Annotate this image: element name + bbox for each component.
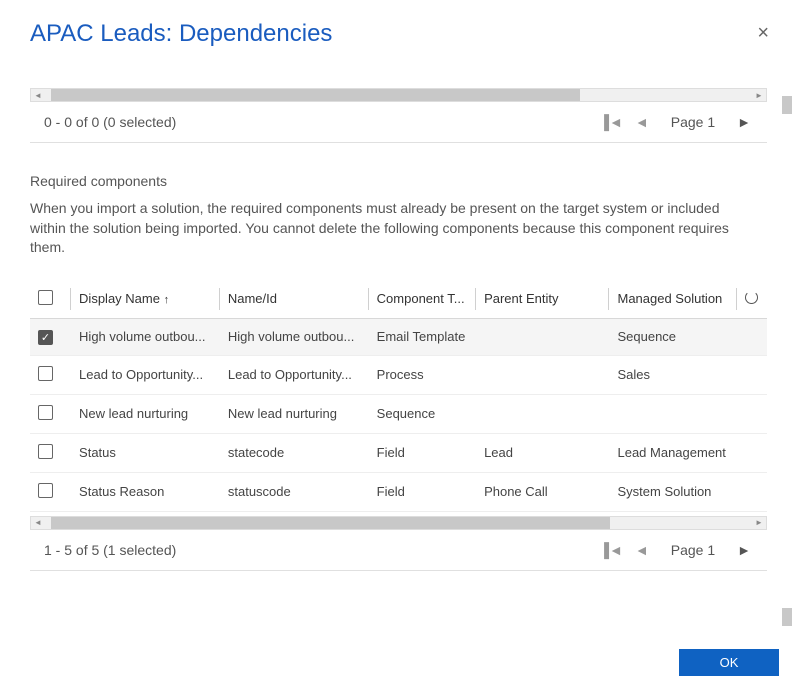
table-row[interactable]: Lead to Opportunity...Lead to Opportunit… (30, 355, 767, 394)
pagination-bar-bottom: 1 - 5 of 5 (1 selected) ▐◄ ◄ Page 1 ► (30, 530, 767, 571)
vertical-thumb-top[interactable] (782, 96, 792, 114)
table-header-row: Display Name ↑ Name/Id Component T... Pa… (30, 280, 767, 319)
first-page-button[interactable]: ▐◄ (597, 542, 625, 558)
scroll-right-icon[interactable]: ► (752, 517, 766, 529)
cell-managed-solution: Sales (609, 355, 737, 394)
cell-parent-entity (476, 355, 609, 394)
required-components-heading: Required components (30, 173, 767, 189)
cell-name-id: Lead to Opportunity... (220, 355, 369, 394)
cell-component-type: Process (369, 355, 476, 394)
scroll-thumb[interactable] (51, 517, 610, 529)
next-page-button[interactable]: ► (735, 114, 753, 130)
refresh-icon[interactable] (745, 291, 758, 304)
cell-parent-entity: Lead (476, 433, 609, 472)
table-row[interactable]: StatusstatecodeFieldLeadLead Management (30, 433, 767, 472)
cell-name-id: statecode (220, 433, 369, 472)
row-checkbox[interactable]: ✓ (38, 330, 53, 345)
bottom-horizontal-scrollbar[interactable]: ◄ ► (30, 516, 767, 530)
required-components-description: When you import a solution, the required… (30, 199, 750, 258)
table-row[interactable]: New lead nurturingNew lead nurturingSequ… (30, 394, 767, 433)
next-page-button[interactable]: ► (735, 542, 753, 558)
cell-empty (737, 433, 767, 472)
cell-managed-solution (609, 394, 737, 433)
prev-page-button[interactable]: ◄ (633, 542, 651, 558)
cell-display-name: High volume outbou... (71, 318, 220, 355)
row-checkbox-cell[interactable] (30, 394, 71, 433)
row-checkbox[interactable] (38, 444, 53, 459)
cell-component-type: Sequence (369, 394, 476, 433)
cell-display-name: Status Reason (71, 472, 220, 511)
record-count-top: 0 - 0 of 0 (0 selected) (44, 114, 176, 130)
row-checkbox-cell[interactable] (30, 433, 71, 472)
cell-empty (737, 394, 767, 433)
sort-asc-icon: ↑ (164, 294, 170, 306)
row-checkbox[interactable] (38, 483, 53, 498)
cell-name-id: New lead nurturing (220, 394, 369, 433)
select-all-header[interactable] (30, 280, 71, 319)
vertical-thumb-bottom[interactable] (782, 608, 792, 626)
dialog-footer: OK (0, 640, 797, 684)
column-managed-solution[interactable]: Managed Solution (609, 280, 737, 319)
cell-managed-solution: Sequence (609, 318, 737, 355)
cell-display-name: Lead to Opportunity... (71, 355, 220, 394)
close-button[interactable]: × (757, 22, 769, 45)
column-component-type[interactable]: Component T... (369, 280, 476, 319)
cell-empty (737, 318, 767, 355)
column-display-name[interactable]: Display Name ↑ (71, 280, 220, 319)
select-all-checkbox[interactable] (38, 290, 53, 305)
pagination-bar-top: 0 - 0 of 0 (0 selected) ▐◄ ◄ Page 1 ► (30, 102, 767, 143)
page-controls-bottom: ▐◄ ◄ Page 1 ► (597, 542, 753, 558)
vertical-scrollbar[interactable] (782, 96, 792, 626)
row-checkbox-cell[interactable]: ✓ (30, 318, 71, 355)
cell-managed-solution: Lead Management (609, 433, 737, 472)
cell-component-type: Email Template (369, 318, 476, 355)
table-row[interactable]: Status ReasonstatuscodeFieldPhone CallSy… (30, 472, 767, 511)
scroll-thumb[interactable] (51, 89, 580, 101)
refresh-column[interactable] (737, 280, 767, 319)
cell-empty (737, 355, 767, 394)
cell-parent-entity (476, 318, 609, 355)
column-name-id[interactable]: Name/Id (220, 280, 369, 319)
row-checkbox-cell[interactable] (30, 472, 71, 511)
top-horizontal-scrollbar[interactable]: ◄ ► (30, 88, 767, 102)
scroll-right-icon[interactable]: ► (752, 89, 766, 101)
scroll-left-icon[interactable]: ◄ (31, 517, 45, 529)
cell-empty (737, 472, 767, 511)
cell-component-type: Field (369, 433, 476, 472)
dependencies-dialog: × APAC Leads: Dependencies ◄ ► 0 - 0 of … (0, 0, 797, 684)
prev-page-button[interactable]: ◄ (633, 114, 651, 130)
dialog-title: APAC Leads: Dependencies (30, 20, 767, 48)
table-row[interactable]: ✓ High volume outbou...High volume outbou… (30, 318, 767, 355)
column-display-name-label: Display Name (79, 291, 160, 306)
column-parent-entity[interactable]: Parent Entity (476, 280, 609, 319)
scroll-left-icon[interactable]: ◄ (31, 89, 45, 101)
cell-display-name: Status (71, 433, 220, 472)
ok-button[interactable]: OK (679, 649, 779, 676)
cell-managed-solution: System Solution (609, 472, 737, 511)
page-label-top: Page 1 (671, 114, 715, 130)
cell-component-type: Field (369, 472, 476, 511)
cell-name-id: statuscode (220, 472, 369, 511)
cell-name-id: High volume outbou... (220, 318, 369, 355)
first-page-button[interactable]: ▐◄ (597, 114, 625, 130)
row-checkbox[interactable] (38, 366, 53, 381)
page-controls-top: ▐◄ ◄ Page 1 ► (597, 114, 753, 130)
row-checkbox-cell[interactable] (30, 355, 71, 394)
cell-display-name: New lead nurturing (71, 394, 220, 433)
components-table: Display Name ↑ Name/Id Component T... Pa… (30, 280, 767, 512)
row-checkbox[interactable] (38, 405, 53, 420)
record-count-bottom: 1 - 5 of 5 (1 selected) (44, 542, 176, 558)
cell-parent-entity: Phone Call (476, 472, 609, 511)
page-label-bottom: Page 1 (671, 542, 715, 558)
cell-parent-entity (476, 394, 609, 433)
